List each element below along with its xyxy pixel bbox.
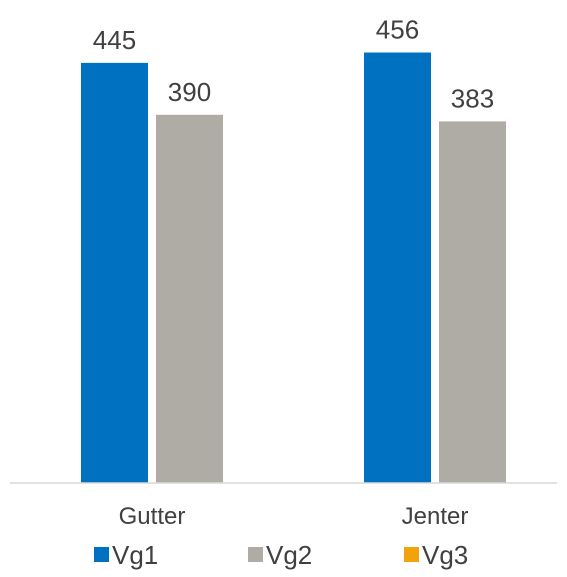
bar-vg2-gutter [156,114,223,484]
bar-vg2-jenter [439,121,506,484]
category-label-jenter: Jenter [402,503,469,530]
data-label-vg1-gutter: 445 [93,25,136,55]
legend-swatch-vg2 [248,547,263,562]
category-labels: Gutter Jenter [119,503,469,530]
data-label-vg2-gutter: 390 [168,77,211,107]
data-label-vg1-jenter: 456 [376,15,419,45]
bar-vg1-jenter [364,52,431,483]
category-label-gutter: Gutter [119,503,186,530]
plot-area: 445 390 456 383 [81,15,506,484]
legend: Vg1 Vg2 Vg3 [94,540,468,570]
data-label-vg2-jenter: 383 [451,83,494,113]
legend-label-vg2: Vg2 [266,540,312,570]
legend-label-vg1: Vg1 [112,540,158,570]
legend-swatch-vg3 [404,547,419,562]
bar-vg1-gutter [81,62,148,484]
legend-label-vg3: Vg3 [422,540,468,570]
legend-swatch-vg1 [94,547,109,562]
